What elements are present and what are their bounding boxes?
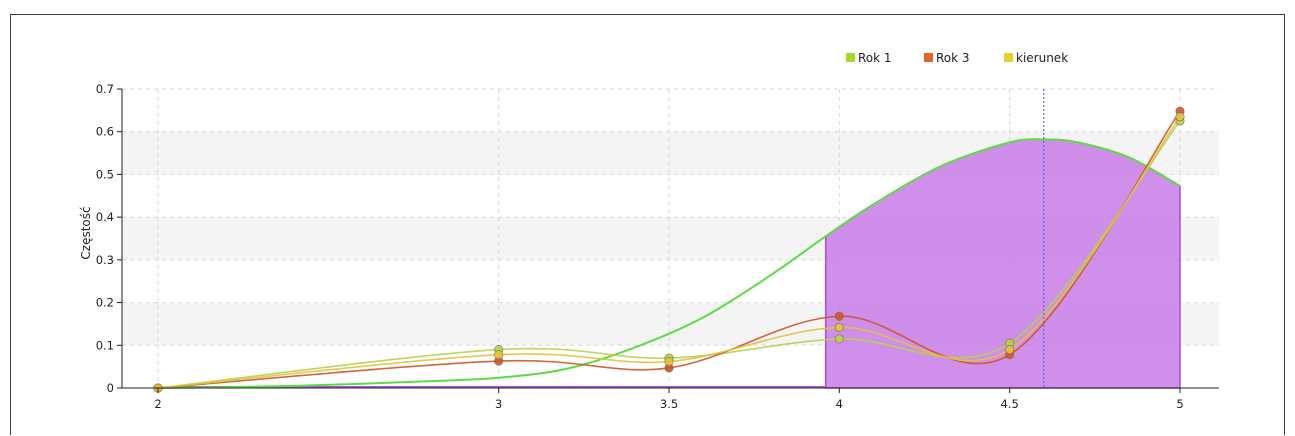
y-axis-label: Częstość (79, 206, 93, 259)
x-tick-label: 3 (495, 397, 502, 411)
shaded-region (824, 138, 1181, 389)
y-tick-label: 0.4 (96, 210, 114, 224)
y-tick-label: 0.7 (96, 82, 114, 96)
y-tick-label: 0 (107, 381, 114, 395)
data-point (664, 357, 674, 367)
legend-label: kierunek (1016, 51, 1068, 65)
density-line (157, 138, 1181, 389)
data-point (494, 350, 504, 360)
y-tick-label: 0.2 (96, 296, 114, 310)
data-point (834, 322, 844, 332)
x-tick-label: 4 (836, 397, 843, 411)
x-tick-label: 2 (154, 397, 161, 411)
axes (121, 89, 1219, 389)
x-tick-label: 3.5 (660, 397, 678, 411)
y-tick-label: 0.3 (96, 253, 114, 267)
legend-swatch (924, 53, 933, 62)
series-line (157, 116, 1181, 389)
density-curve (157, 138, 1181, 389)
legend: Rok 1 Rok 3 kierunek (846, 51, 1068, 65)
shaded-area (166, 138, 1181, 389)
chart-frame: 0 0.1 0.2 0.3 0.4 0.5 0.6 0.7 2 3 3.5 4 4.5 5 Częstoś… (10, 14, 1285, 435)
y-tick-label: 0.5 (96, 167, 114, 181)
chart-svg: 0 0.1 0.2 0.3 0.4 0.5 0.6 0.7 2 3 3.5 4 4.5 5 Częstoś… (79, 51, 1219, 411)
data-point (1175, 112, 1185, 122)
tick-labels: 0 0.1 0.2 0.3 0.4 0.5 0.6 0.7 2 3 3.5 4 4.5 5 (96, 82, 1184, 411)
x-tick-label: 5 (1176, 397, 1183, 411)
data-point (834, 311, 844, 321)
legend-label: Rok 3 (936, 51, 970, 65)
legend-swatch (846, 53, 855, 62)
x-tick-label: 4.5 (1001, 397, 1019, 411)
series-line (157, 120, 1181, 389)
legend-label: Rok 1 (858, 51, 892, 65)
data-point (834, 334, 844, 344)
y-tick-label: 0.1 (96, 338, 114, 352)
y-tick-label: 0.6 (96, 125, 114, 139)
series-line (157, 110, 1181, 389)
series-lines (153, 106, 1185, 393)
data-point (1005, 345, 1015, 355)
legend-swatch (1004, 53, 1013, 62)
